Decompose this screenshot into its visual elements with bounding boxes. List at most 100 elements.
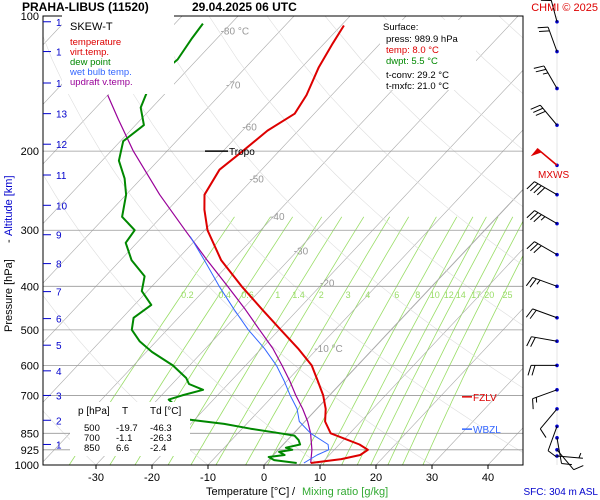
wind-barb-base bbox=[555, 315, 559, 320]
altitude-tick-label: 15 bbox=[56, 48, 68, 59]
altitude-tick-label: 9 bbox=[56, 231, 62, 242]
mixing-ratio-label: 0.6 bbox=[241, 290, 254, 300]
mixing-ratio-line bbox=[402, 220, 523, 465]
credit-text: CHMI © 2025 bbox=[531, 2, 598, 14]
table-cell: -19.7 bbox=[116, 423, 138, 434]
pressure-tick-label: 500 bbox=[21, 325, 39, 337]
wind-barb bbox=[526, 181, 559, 197]
table-cell: -2.4 bbox=[150, 443, 166, 454]
table-cell: -46.3 bbox=[150, 423, 172, 434]
wind-barb bbox=[527, 363, 559, 376]
table-cell: 500 bbox=[84, 423, 100, 434]
mixing-ratio-label: 4 bbox=[365, 290, 370, 300]
wind-barb-feather bbox=[533, 65, 545, 69]
wind-barb-feather bbox=[526, 210, 535, 219]
isotherm-labels: -80 °C -70 -60 -50 -40 -30 -20 -10 °C bbox=[221, 27, 343, 355]
wind-barb bbox=[525, 308, 559, 320]
legend-entry: dew point bbox=[70, 57, 111, 68]
legend-entry: wet bulb temp. bbox=[69, 67, 132, 78]
isotherm-label: -30 bbox=[294, 247, 309, 258]
wind-barb bbox=[555, 436, 572, 466]
altitude-tick-label: 5 bbox=[56, 341, 62, 352]
table-cell: -1.1 bbox=[116, 433, 132, 444]
altitude-tick-label: 7 bbox=[56, 288, 62, 299]
altitude-tick-label: 13 bbox=[56, 110, 68, 121]
x-axis-label-sep: / bbox=[292, 486, 296, 498]
wind-barb bbox=[547, 424, 559, 458]
wind-barb-staff bbox=[539, 408, 558, 430]
wind-barb bbox=[526, 336, 559, 347]
axes-layer: 1002003004005006007008509251000123456789… bbox=[15, 11, 570, 484]
wind-barb-staff bbox=[547, 26, 558, 52]
wind-barb-staff bbox=[531, 336, 558, 342]
isotherm-line bbox=[43, 16, 463, 463]
dry-adiabat-line bbox=[150, 16, 523, 389]
fzlv-label: FZLV bbox=[473, 393, 497, 404]
isotherm-label: -10 °C bbox=[314, 344, 342, 355]
altitude-tick-label: 11 bbox=[56, 171, 67, 182]
table-cell: 700 bbox=[84, 433, 100, 444]
mixing-ratio-label: 10 bbox=[430, 290, 440, 300]
temp-tick-label: 0 bbox=[261, 472, 267, 484]
wind-barb-feather bbox=[537, 26, 549, 29]
isotherm-line bbox=[263, 188, 523, 465]
wind-barb-feather bbox=[530, 104, 541, 110]
wind-barb-staff bbox=[532, 308, 558, 319]
temperature-curve bbox=[203, 24, 369, 464]
altitude-tick-label: 16 bbox=[56, 18, 68, 29]
levels-table: p [hPa] T Td [°C] 500 -19.7 -46.3 700 -1.1 -26.3… bbox=[78, 406, 181, 454]
y-axis-label-pressure: Pressure [hPa] bbox=[3, 259, 15, 332]
wind-barb bbox=[533, 65, 559, 91]
temp-tick-label: 10 bbox=[314, 472, 326, 484]
wind-barb-feather bbox=[532, 398, 534, 410]
surface-title: Surface: bbox=[383, 22, 418, 33]
isotherm-line bbox=[151, 69, 523, 465]
chart-title: SKEW-T bbox=[70, 21, 113, 33]
wind-barb bbox=[532, 387, 559, 410]
mixing-ratio-label: 12 bbox=[444, 290, 454, 300]
wind-barb-base bbox=[555, 19, 559, 24]
isotherm-line bbox=[207, 129, 523, 465]
surface-tconv: t-conv: 29.2 °C bbox=[386, 70, 449, 81]
isotherm-line bbox=[544, 16, 600, 465]
isotherm-label: -40 bbox=[270, 212, 285, 223]
wind-barb-feather bbox=[525, 277, 533, 287]
isotherm-line bbox=[431, 367, 523, 465]
isotherm-line bbox=[375, 308, 523, 465]
isotherm-line bbox=[487, 427, 523, 465]
wind-barb-feather bbox=[533, 185, 542, 194]
wind-barb-feather bbox=[533, 245, 542, 254]
wind-barb-staff bbox=[550, 0, 558, 22]
grid-layer: 0.2 0.4 0.6 1 1.4 2 3 4 6 8 10 12 14 17 20 25-80 °C-70-… bbox=[43, 15, 600, 466]
wind-barb-staff bbox=[556, 455, 583, 459]
wind-barb-half bbox=[536, 279, 541, 285]
mixing-ratio-label: 17 bbox=[471, 290, 481, 300]
wbzl-label: WBZL bbox=[473, 425, 501, 436]
wind-barb-feather bbox=[529, 278, 537, 288]
dry-adiabat-line bbox=[557, 16, 600, 465]
wind-barb-feather bbox=[535, 110, 546, 116]
surface-tmxfc: t-mxfc: 21.0 °C bbox=[386, 81, 449, 92]
wind-barb-base bbox=[555, 339, 559, 343]
isotherm-line bbox=[43, 16, 407, 403]
wind-barb-staff bbox=[543, 65, 558, 89]
surface-box bbox=[380, 20, 476, 90]
isotherm-label: -60 bbox=[242, 123, 257, 134]
isotherm-label: -20 bbox=[320, 278, 335, 289]
wind-barb-feather bbox=[533, 107, 544, 113]
temp-tick-label: 40 bbox=[482, 472, 494, 484]
wind-barb-staff bbox=[547, 426, 558, 451]
plot-frame bbox=[42, 15, 524, 466]
mixing-ratio-label: 3 bbox=[346, 290, 351, 300]
mixing-ratio-label: 20 bbox=[484, 290, 494, 300]
isotherm-line bbox=[43, 16, 295, 284]
mixing-ratio-label: 2 bbox=[319, 290, 324, 300]
wind-barb-feather bbox=[533, 214, 542, 223]
wind-barb-feather bbox=[527, 365, 532, 376]
pressure-tick-label: 925 bbox=[21, 445, 39, 457]
mixing-ratio-label: 0.2 bbox=[181, 290, 194, 300]
isotherm-label: -50 bbox=[249, 175, 264, 186]
legend-entry: updraft v.temp. bbox=[70, 77, 133, 88]
